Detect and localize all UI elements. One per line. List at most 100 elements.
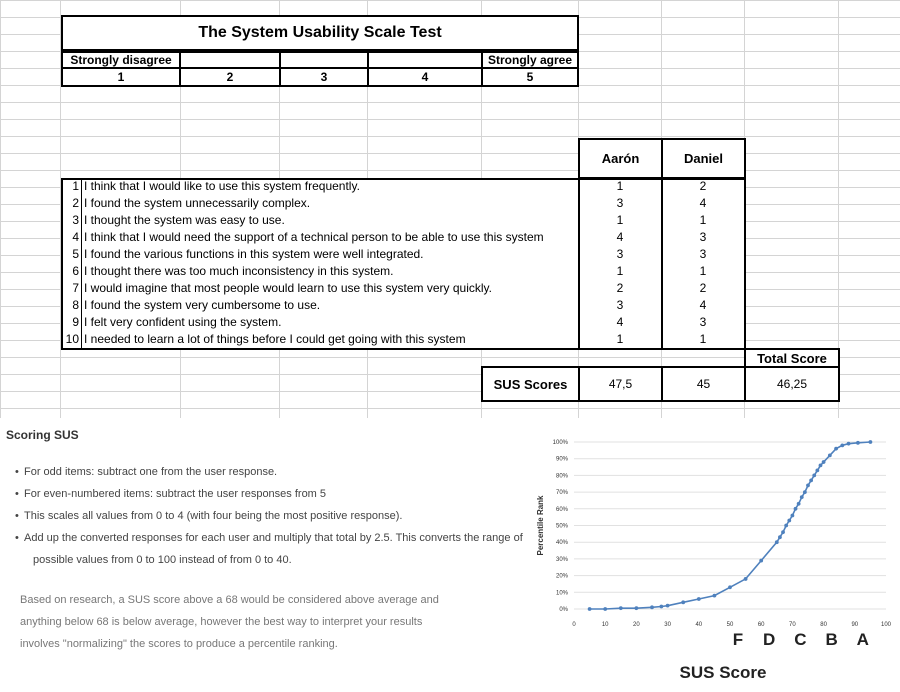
scoring-bullet: Add up the converted responses for each … — [15, 532, 523, 544]
statement-text: I needed to learn a lot of things before… — [84, 332, 466, 346]
x-tick-label: 0 — [572, 622, 576, 628]
data-point — [868, 440, 873, 444]
grade-label: A — [857, 630, 869, 649]
data-point — [712, 593, 717, 598]
y-tick-label: 80% — [556, 473, 569, 479]
sus-score-daniel: 45 — [661, 366, 746, 402]
percentile-chart: 0% 10% 20% 30% 40% 50% 60% 70% 80% 90% 100% 0 10 20 30… — [530, 428, 900, 689]
data-point — [793, 506, 798, 511]
statement-text: I found the various functions in this sy… — [84, 247, 424, 261]
data-point — [840, 443, 845, 448]
data-point — [796, 501, 801, 506]
score-aaron: 4 — [616, 230, 624, 244]
scoring-bullet: This scales all values from 0 to 4 (with… — [15, 510, 402, 522]
data-point — [681, 600, 686, 605]
data-point — [665, 603, 670, 608]
scoring-heading: Scoring SUS — [6, 428, 79, 442]
data-point — [856, 440, 860, 445]
data-point — [827, 453, 832, 458]
statement-number: 7 — [62, 281, 82, 298]
scale-number-1: 1 — [61, 67, 181, 87]
y-tick-label: 60% — [556, 507, 569, 513]
x-tick-label: 90 — [851, 622, 858, 628]
x-tick-label: 100 — [881, 622, 892, 628]
scoring-bullet: For even-numbered items: subtract the us… — [15, 488, 326, 500]
statement-text: I felt very confident using the system. — [84, 315, 282, 329]
statement-text: I found the system unnecessarily complex… — [84, 196, 311, 210]
statement-number: 8 — [62, 298, 82, 315]
data-point — [634, 606, 639, 611]
score-daniel: 2 — [699, 179, 707, 193]
scale-number-4: 4 — [367, 67, 483, 87]
statement-number: 5 — [62, 247, 82, 264]
statement-text: I thought the system was easy to use. — [84, 213, 285, 227]
statement-number: 2 — [62, 196, 82, 213]
grade-label: C — [794, 630, 806, 649]
statement-row: 10 I needed to learn a lot of things befo… — [62, 332, 578, 349]
score-daniel: 4 — [699, 298, 707, 312]
score-aaron: 2 — [616, 281, 624, 295]
data-point — [846, 441, 851, 446]
score-aaron: 3 — [616, 196, 624, 210]
statement-text: I would imagine that most people would l… — [84, 281, 492, 295]
daniel-scores-column — [661, 178, 746, 350]
statement-number: 10 — [62, 332, 82, 349]
statement-number: 4 — [62, 230, 82, 247]
data-point — [743, 577, 748, 581]
statement-number: 3 — [62, 213, 82, 230]
y-tick-label: 30% — [556, 557, 569, 563]
data-point — [759, 558, 764, 563]
score-daniel: 3 — [699, 247, 707, 261]
scoring-paragraph-line: anything below 68 is below average, howe… — [20, 616, 423, 628]
data-point — [818, 463, 823, 468]
x-tick-label: 70 — [789, 622, 796, 628]
score-daniel: 1 — [699, 213, 707, 227]
statement-text: I think that I would need the support of… — [84, 230, 544, 244]
score-daniel: 3 — [699, 315, 707, 329]
data-point — [778, 535, 782, 540]
x-axis-title: SUS Score — [680, 663, 767, 682]
percentile-chart-svg: 0% 10% 20% 30% 40% 50% 60% 70% 80% 90% 100% 0 10 20 30… — [536, 440, 892, 682]
data-point — [806, 483, 810, 488]
data-point — [728, 585, 732, 590]
y-tick-label: 70% — [556, 490, 569, 496]
y-axis-title: Percentile Rank — [536, 495, 545, 556]
y-tick-label: 20% — [556, 574, 569, 580]
data-point — [781, 530, 785, 535]
data-point — [802, 490, 807, 494]
data-point — [696, 597, 701, 601]
score-aaron: 1 — [616, 332, 624, 346]
score-daniel: 1 — [699, 332, 707, 346]
y-tick-label: 100% — [553, 440, 569, 446]
score-aaron: 1 — [616, 264, 624, 278]
x-tick-label: 20 — [633, 622, 640, 628]
score-aaron: 4 — [616, 315, 624, 329]
x-tick-label: 40 — [695, 622, 702, 628]
grade-label: B — [825, 630, 837, 649]
sus-scores-label: SUS Scores — [481, 366, 580, 402]
statement-number: 1 — [62, 179, 82, 196]
data-point — [650, 605, 654, 610]
scoring-bullet-continuation: possible values from 0 to 100 instead of… — [33, 554, 292, 566]
data-point — [812, 473, 817, 478]
data-point — [809, 478, 814, 483]
score-aaron: 3 — [616, 298, 624, 312]
data-point — [821, 460, 826, 464]
data-point — [815, 468, 820, 473]
score-aaron: 3 — [616, 247, 624, 261]
score-daniel: 3 — [699, 230, 707, 244]
y-tick-label: 10% — [556, 590, 569, 596]
sus-score-aaron: 47,5 — [578, 366, 663, 402]
data-point — [834, 446, 838, 451]
statement-number: 6 — [62, 264, 82, 281]
total-score-value: 46,25 — [744, 366, 840, 402]
data-point — [784, 523, 789, 528]
data-point — [618, 606, 623, 611]
score-daniel: 4 — [699, 196, 707, 210]
x-tick-label: 30 — [664, 622, 671, 628]
